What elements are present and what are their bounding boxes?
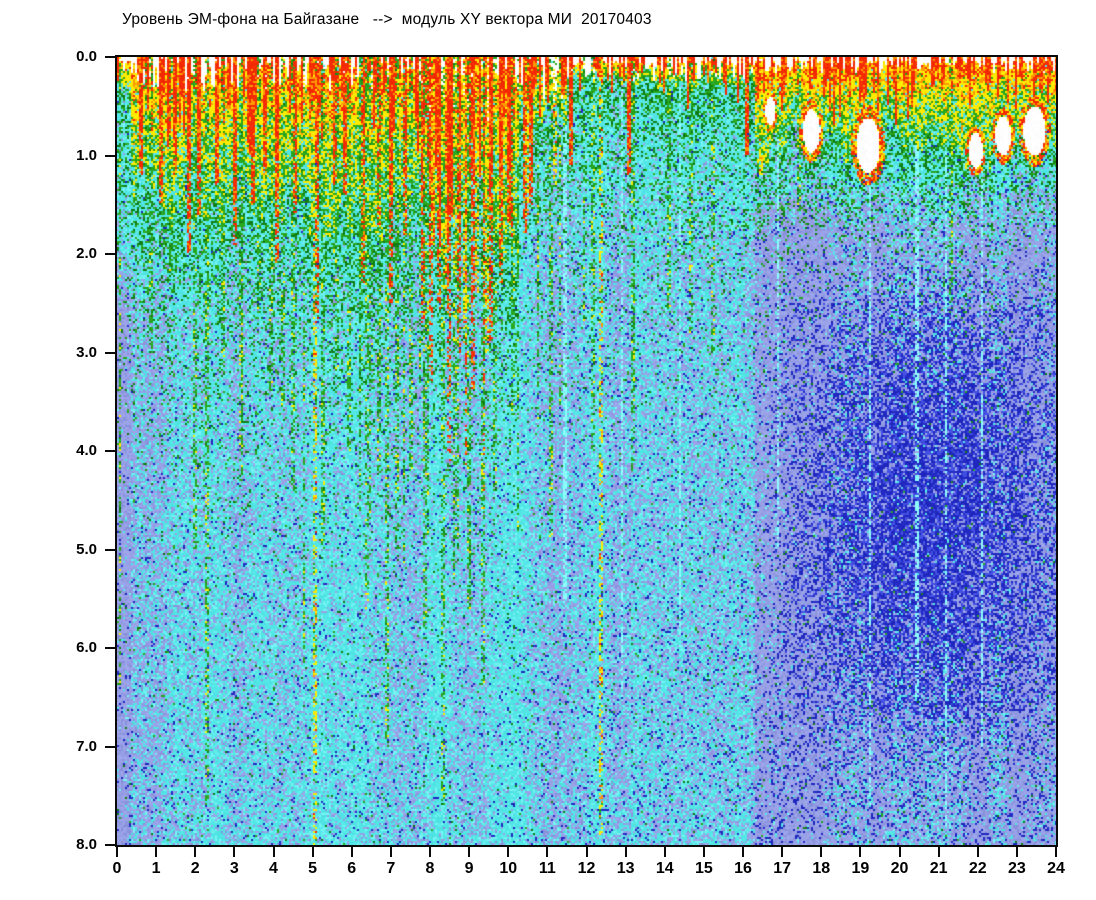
x-tick-label: 4	[269, 860, 278, 877]
x-tick-mark	[194, 847, 197, 857]
x-tick-mark	[389, 847, 392, 857]
x-tick-label: 9	[464, 860, 474, 877]
x-tick-mark	[781, 847, 784, 857]
x-tick-mark	[546, 847, 549, 857]
x-tick-mark	[116, 847, 118, 857]
y-tick-mark	[105, 548, 115, 551]
x-tick-mark	[702, 847, 705, 857]
x-tick-label: 16	[734, 860, 752, 877]
y-tick-label: 4.0	[76, 442, 97, 459]
x-tick-mark	[1055, 847, 1057, 857]
x-tick-label: 19	[851, 860, 870, 877]
y-tick-mark	[105, 253, 115, 255]
x-tick-mark	[976, 847, 979, 857]
x-tick-label: 0	[112, 860, 122, 877]
x-tick-label: 18	[812, 860, 831, 877]
y-tick-label: 5.0	[76, 540, 97, 558]
x-tick-mark	[663, 847, 666, 857]
x-tick-label: 24	[1047, 860, 1065, 877]
x-tick-label: 15	[694, 860, 713, 877]
y-tick-mark	[105, 351, 115, 354]
x-tick-label: 20	[890, 860, 909, 877]
x-tick-mark	[507, 847, 510, 857]
y-tick-mark	[105, 745, 115, 748]
x-tick-mark	[937, 847, 940, 857]
x-tick-label: 8	[425, 860, 435, 877]
y-tick-label: 2.0	[76, 245, 97, 262]
x-tick-label: 17	[773, 860, 792, 877]
x-tick-label: 10	[499, 860, 518, 877]
spectrogram-canvas	[117, 57, 1056, 845]
y-tick-label: 8.0	[76, 836, 97, 853]
x-tick-label: 7	[386, 860, 396, 877]
x-tick-label: 3	[229, 860, 239, 877]
y-tick-mark	[105, 844, 115, 846]
x-tick-label: 22	[968, 860, 987, 877]
y-tick-mark	[105, 647, 115, 649]
x-tick-mark	[742, 847, 744, 857]
x-tick-label: 6	[347, 860, 357, 877]
y-tick-label: 1.0	[76, 146, 97, 164]
x-tick-mark	[429, 847, 431, 857]
x-tick-mark	[233, 847, 236, 857]
x-tick-label: 23	[1007, 860, 1026, 877]
y-tick-label: 3.0	[76, 343, 97, 361]
x-tick-label: 21	[929, 860, 948, 877]
x-tick-mark	[468, 847, 471, 857]
x-tick-mark	[1015, 847, 1018, 857]
x-tick-mark	[350, 847, 353, 857]
y-tick-mark	[105, 154, 115, 157]
x-tick-mark	[624, 847, 627, 857]
plot-frame	[115, 55, 1058, 847]
x-tick-mark	[859, 847, 862, 857]
y-tick-label: 7.0	[76, 737, 97, 755]
x-tick-label: 12	[577, 860, 596, 877]
chart-title: Уровень ЭМ-фона на Байгазане --> модуль …	[122, 11, 652, 28]
x-tick-label: 1	[151, 860, 161, 877]
y-tick-label: 0.0	[76, 48, 97, 65]
x-tick-mark	[585, 847, 588, 857]
y-tick-mark	[105, 450, 115, 452]
x-tick-label: 5	[308, 860, 318, 877]
y-tick-mark	[105, 56, 115, 58]
x-tick-label: 11	[538, 860, 556, 877]
x-tick-mark	[311, 847, 314, 857]
x-tick-mark	[155, 847, 158, 857]
y-tick-label: 6.0	[76, 639, 97, 656]
x-tick-mark	[272, 847, 275, 857]
x-tick-mark	[820, 847, 823, 857]
x-tick-label: 14	[655, 860, 674, 877]
x-tick-label: 13	[616, 860, 635, 877]
x-tick-label: 2	[190, 860, 200, 877]
x-tick-mark	[898, 847, 901, 857]
